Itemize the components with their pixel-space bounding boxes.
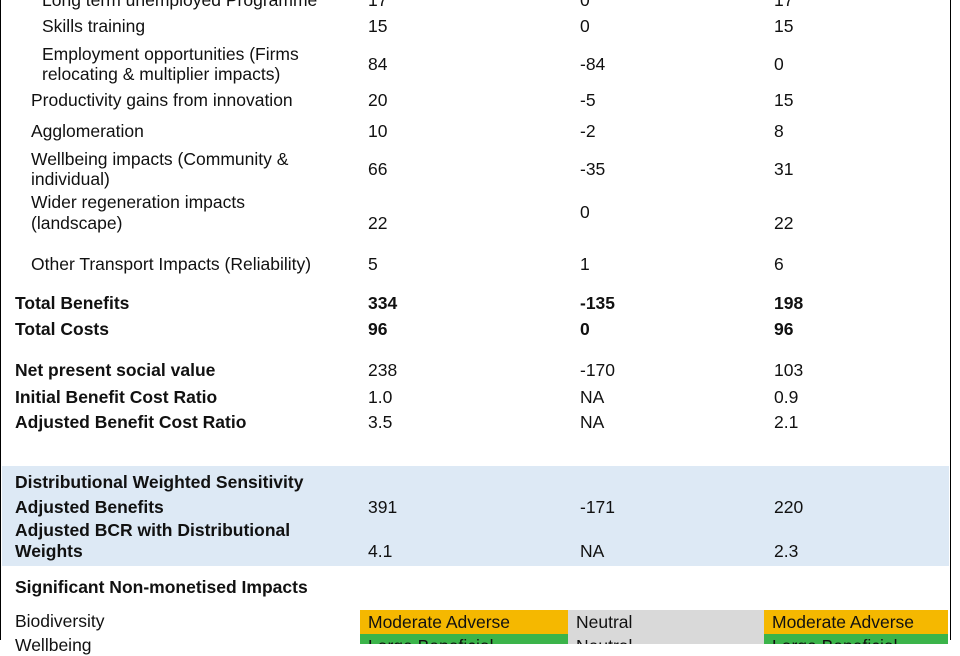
summary-value: 238: [368, 360, 398, 380]
distributional-value: 391: [368, 497, 398, 517]
distributional-value: 4.1: [368, 541, 393, 561]
impact-beneficial-cell: Large Beneficial: [360, 634, 568, 644]
row-label-line2: relocating & multiplier impacts): [42, 64, 281, 84]
distributional-value: 220: [774, 497, 804, 517]
distributional-value: -171: [580, 497, 616, 517]
total-value: 198: [774, 293, 804, 313]
non-monetised-heading: Significant Non-monetised Impacts: [15, 577, 308, 597]
row-value: 6: [774, 254, 784, 274]
row-value: 8: [774, 121, 784, 141]
summary-value: 103: [774, 360, 804, 380]
total-value: -135: [580, 293, 616, 313]
distributional-value: 2.3: [774, 541, 799, 561]
total-costs-label: Total Costs: [15, 319, 109, 339]
row-value: 0: [580, 202, 590, 222]
row-value: 15: [774, 90, 794, 110]
total-value: 96: [368, 319, 388, 339]
summary-value: 2.1: [774, 412, 799, 432]
distributional-label: Adjusted Benefits: [15, 497, 164, 517]
distributional-label-line2: Weights: [15, 541, 83, 561]
total-value: 96: [774, 319, 794, 339]
row-value: 10: [368, 121, 388, 141]
distributional-value: NA: [580, 541, 605, 561]
impact-adverse-cell: Moderate Adverse: [764, 610, 948, 634]
row-value: 66: [368, 159, 388, 179]
row-label: Agglomeration: [31, 121, 144, 141]
row-value: 0: [774, 54, 784, 74]
distributional-label-line1: Adjusted BCR with Distributional: [15, 520, 291, 540]
row-value: -2: [580, 121, 596, 141]
impact-adverse-cell: Moderate Adverse: [360, 610, 568, 634]
row-label-line2: (landscape): [31, 213, 123, 233]
row-value: 15: [368, 16, 388, 36]
row-value: 17: [774, 0, 794, 10]
row-label: Productivity gains from innovation: [31, 90, 293, 110]
impact-neutral-cell: Neutral: [568, 610, 764, 634]
table-frame: [0, 0, 951, 640]
row-value: 5: [368, 254, 378, 274]
row-value: -84: [580, 54, 606, 74]
impact-neutral-cell: Neutral: [568, 634, 764, 644]
row-label: Long term unemployed Programme: [42, 0, 318, 10]
row-value: 20: [368, 90, 388, 110]
summary-value: 0.9: [774, 387, 799, 407]
summary-value: NA: [580, 387, 605, 407]
row-label-line2: individual): [31, 169, 110, 189]
impact-label: Wellbeing: [15, 635, 92, 655]
row-label: Other Transport Impacts (Reliability): [31, 254, 312, 274]
summary-label: Initial Benefit Cost Ratio: [15, 387, 218, 407]
row-value: 31: [774, 159, 794, 179]
row-label-line1: Wider regeneration impacts: [31, 192, 245, 212]
row-label: Skills training: [42, 16, 146, 36]
row-value: 0: [580, 0, 590, 10]
row-value: 1: [580, 254, 590, 274]
row-value: 17: [368, 0, 388, 10]
summary-label: Net present social value: [15, 360, 216, 380]
distributional-heading: Distributional Weighted Sensitivity: [15, 472, 304, 492]
summary-label: Adjusted Benefit Cost Ratio: [15, 412, 247, 432]
row-value: 15: [774, 16, 794, 36]
row-label-line1: Employment opportunities (Firms: [42, 44, 299, 64]
distributional-band: [2, 466, 949, 566]
row-value: 84: [368, 54, 388, 74]
row-value: -5: [580, 90, 596, 110]
impact-label: Biodiversity: [15, 611, 105, 631]
summary-value: NA: [580, 412, 605, 432]
row-value: 22: [774, 213, 794, 233]
total-value: 334: [368, 293, 398, 313]
row-label-line1: Wellbeing impacts (Community &: [31, 149, 289, 169]
summary-value: 1.0: [368, 387, 393, 407]
row-value: 0: [580, 16, 590, 36]
row-value: -35: [580, 159, 606, 179]
impact-beneficial-cell: Large Beneficial: [764, 634, 948, 644]
total-value: 0: [580, 319, 590, 339]
summary-value: 3.5: [368, 412, 393, 432]
summary-value: -170: [580, 360, 616, 380]
row-value: 22: [368, 213, 388, 233]
total-benefits-label: Total Benefits: [15, 293, 130, 313]
